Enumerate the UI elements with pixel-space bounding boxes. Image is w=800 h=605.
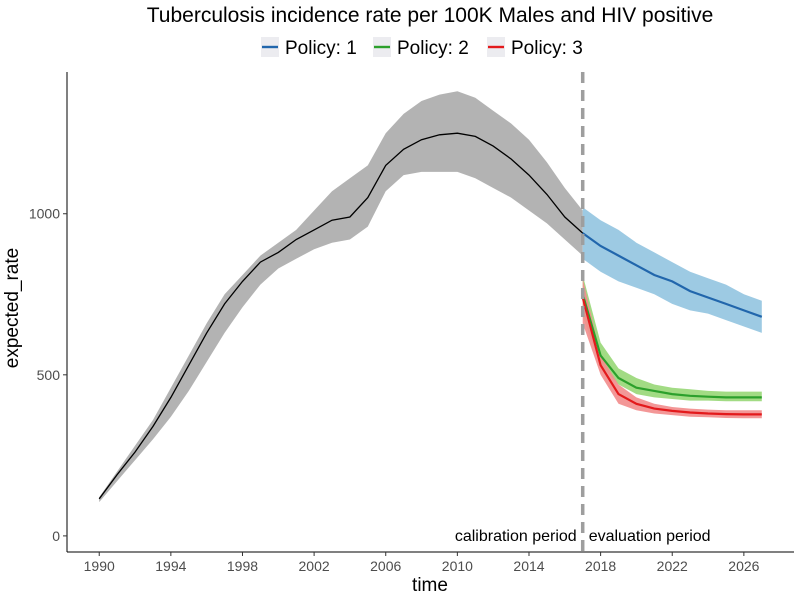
- axes: [66, 72, 794, 553]
- x-tick-label: 1994: [155, 558, 186, 574]
- series-lines: [98, 132, 763, 500]
- x-tick-label: 2022: [657, 558, 688, 574]
- x-tick-label: 2010: [442, 558, 473, 574]
- x-tick-label: 2014: [513, 558, 544, 574]
- legend-label-policy-1: Policy: 1: [285, 38, 357, 59]
- legend-label-policy-3: Policy: 3: [511, 38, 583, 59]
- x-tick-label: 1998: [227, 558, 258, 574]
- y-tick-label: 500: [37, 367, 61, 383]
- x-tick-label: 1990: [84, 558, 115, 574]
- policy-1-line: [582, 232, 763, 318]
- legend: Policy: 1 Policy: 2 Policy: 3: [261, 37, 583, 59]
- chart-title: Tuberculosis incidence rate per 100K Mal…: [147, 4, 714, 27]
- y-axis-label: expected_rate: [2, 248, 23, 368]
- y-tick-label: 0: [52, 528, 60, 544]
- calibration-period-label: calibration period: [455, 528, 577, 545]
- x-tick-label: 2002: [299, 558, 330, 574]
- x-tick-label: 2026: [728, 558, 759, 574]
- calibration-line: [98, 132, 584, 500]
- policy-2-line: [581, 293, 762, 399]
- x-axis-label: time: [412, 575, 448, 596]
- x-tick-label: 2018: [585, 558, 616, 574]
- y-axis-ticks: 0 500 1000: [29, 206, 67, 544]
- x-axis-ticks: 1990 1994 1998 2002 2006 2010 2014 2018 2022 2026: [84, 552, 760, 574]
- policy-3-line: [581, 297, 762, 416]
- y-tick-label: 1000: [29, 206, 60, 222]
- legend-label-policy-2: Policy: 2: [397, 38, 469, 59]
- x-tick-label: 2006: [370, 558, 401, 574]
- evaluation-period-label: evaluation period: [589, 528, 711, 545]
